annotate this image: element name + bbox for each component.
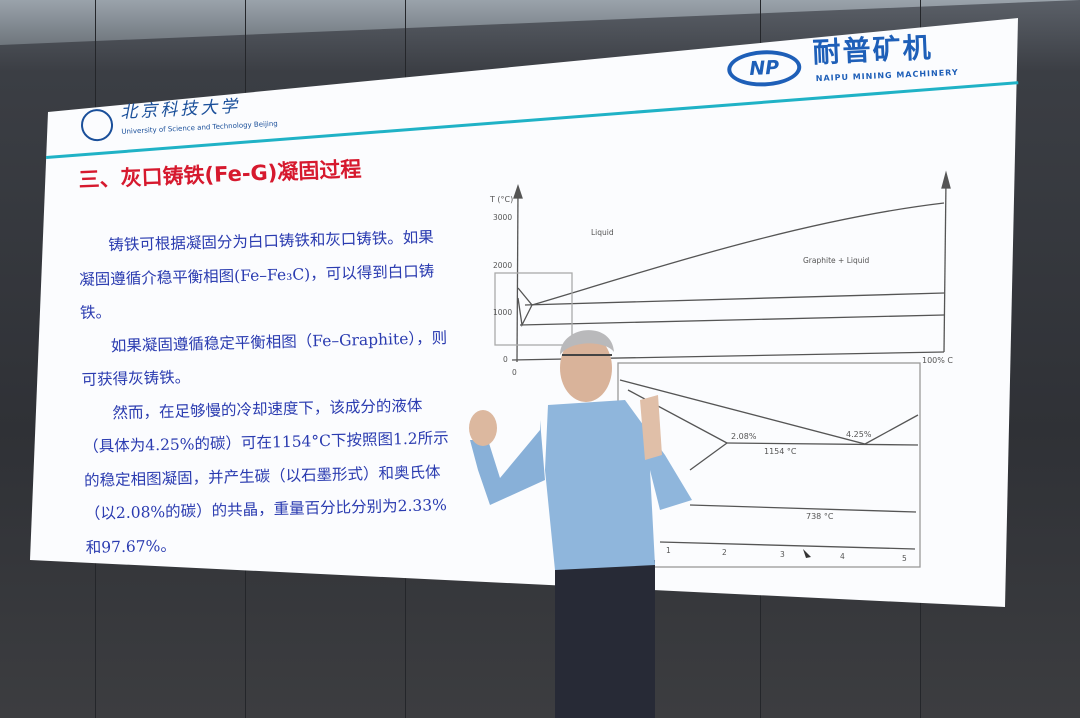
x-tick: 1 (666, 546, 671, 555)
y-tick: 2000 (493, 261, 512, 270)
presenter-shirt (545, 400, 692, 570)
presenter-left-hand (469, 410, 497, 446)
y-axis-arrow-icon (513, 183, 523, 199)
composition-label: 4.25% (846, 430, 872, 439)
line-738 (689, 504, 917, 513)
y-tick: 0 (503, 355, 508, 364)
lower-x-axis (659, 541, 916, 550)
temperature-label: 1154 °C (764, 447, 797, 456)
x-tick: 2 (722, 548, 727, 557)
x-tick: 5 (902, 554, 907, 563)
right-axis-arrow-icon (941, 170, 951, 189)
zoom-box (494, 272, 573, 346)
eutectoid-line (519, 314, 945, 326)
x-tick: 100% C (922, 356, 953, 365)
line-1154 (726, 442, 919, 446)
presenter-left-arm (470, 420, 545, 505)
y-tick: 3000 (493, 213, 512, 222)
right-axis (943, 179, 947, 353)
x-tick: 3 (780, 550, 785, 559)
temperature-label: 738 °C (806, 512, 834, 521)
presenter-head (560, 334, 612, 402)
eutectic-line (524, 292, 945, 306)
iron-corner (517, 287, 533, 328)
presenter (469, 330, 692, 718)
y-axis-label: T (°C) (489, 195, 513, 204)
x-tick: 4 (840, 552, 845, 561)
lower-liquidus (619, 379, 919, 445)
x-tick: 0 (512, 368, 517, 377)
presenter-trousers (555, 560, 655, 718)
presenter-right-hand (640, 395, 662, 460)
liquidus-line (531, 202, 945, 306)
region-label: Liquid (591, 228, 614, 237)
composition-label: 2.08% (731, 432, 757, 441)
region-label: Graphite + Liquid (803, 256, 870, 265)
mouse-cursor-icon (803, 549, 811, 558)
y-axis (516, 189, 519, 363)
presenter-hair (560, 330, 614, 355)
y-tick: 1000 (493, 308, 512, 317)
